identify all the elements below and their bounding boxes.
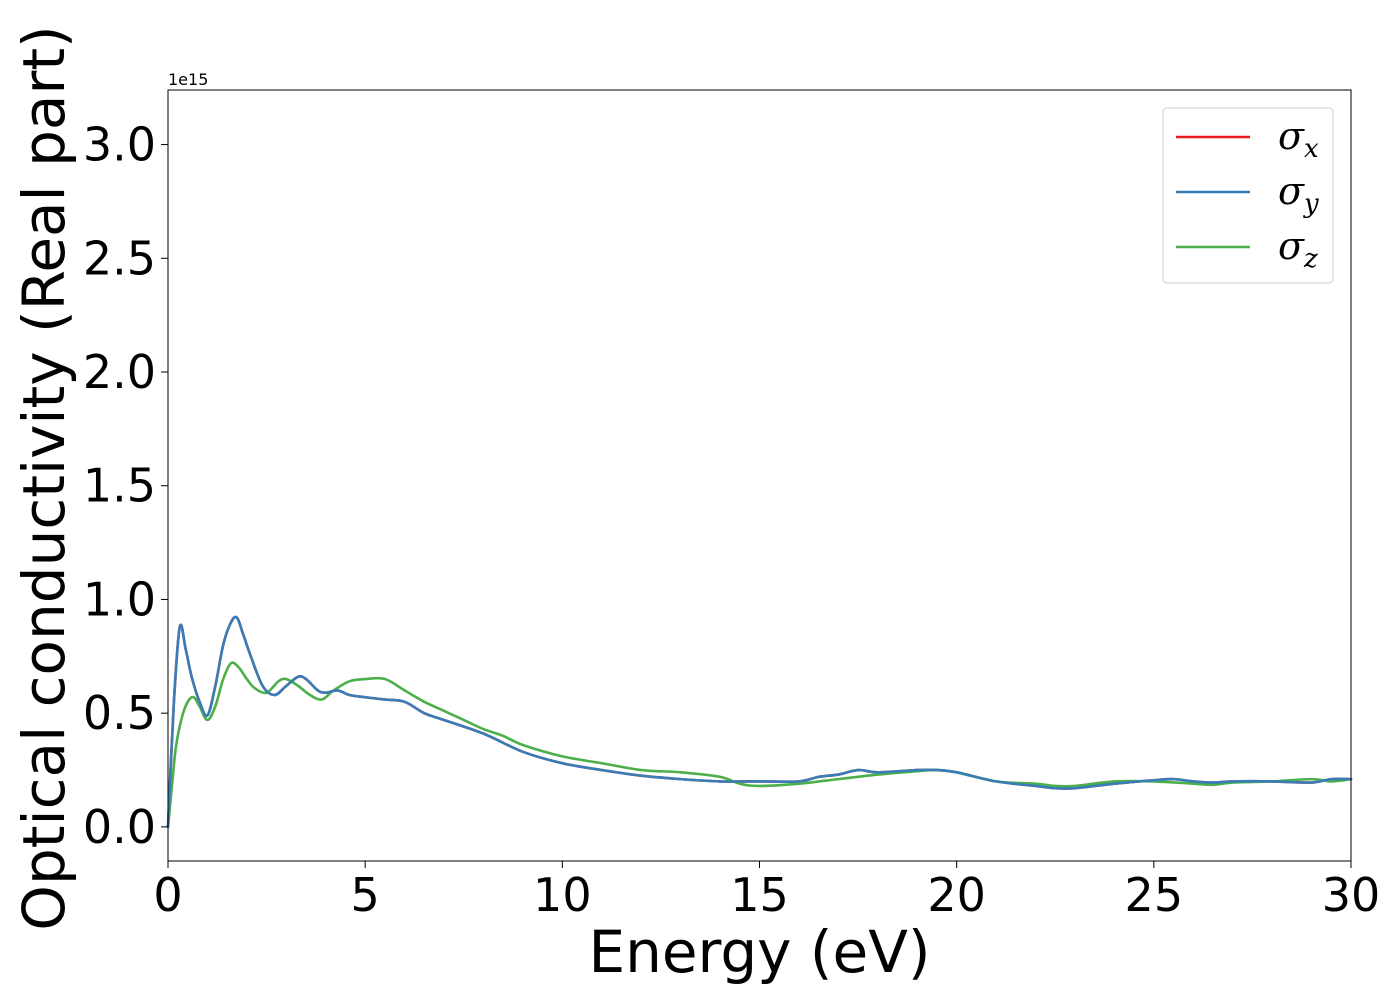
y-axis-ticks: 0.0 0.5 1.0 1.5 2.0 2.5 3.0 (83, 118, 168, 854)
x-axis-label: Energy (eV) (588, 918, 930, 986)
y-tick-label: 2.5 (83, 231, 156, 285)
y-tick-label: 0.5 (83, 686, 156, 740)
x-tick-label: 0 (153, 868, 182, 922)
y-tick-label: 1.5 (83, 459, 156, 513)
legend-box (1162, 107, 1334, 284)
legend-label-z: σz (1278, 224, 1318, 274)
x-tick-label: 10 (533, 868, 592, 922)
y-tick-label: 0.0 (83, 800, 156, 854)
x-tick-label: 25 (1125, 868, 1184, 922)
x-tick-label: 5 (351, 868, 380, 922)
series-line-z (166, 661, 1353, 829)
legend-label-x: σx (1278, 114, 1319, 164)
y-tick-label: 3.0 (83, 118, 156, 172)
y-tick-label: 1.0 (83, 572, 156, 626)
y-tick-label: 2.0 (83, 345, 156, 399)
x-tick-label: 30 (1322, 868, 1381, 922)
y-axis-label: Optical conductivity (Real part) (10, 25, 78, 930)
x-axis-ticks: 0 5 10 15 20 25 30 (153, 861, 1380, 922)
legend-label-y: σy (1278, 169, 1319, 219)
series-layer (166, 615, 1353, 829)
series-line-y (166, 615, 1353, 829)
series-line-x (166, 615, 1353, 829)
y-offset-label: 1e15 (168, 70, 208, 89)
x-tick-label: 20 (927, 868, 986, 922)
x-tick-label: 15 (730, 868, 789, 922)
